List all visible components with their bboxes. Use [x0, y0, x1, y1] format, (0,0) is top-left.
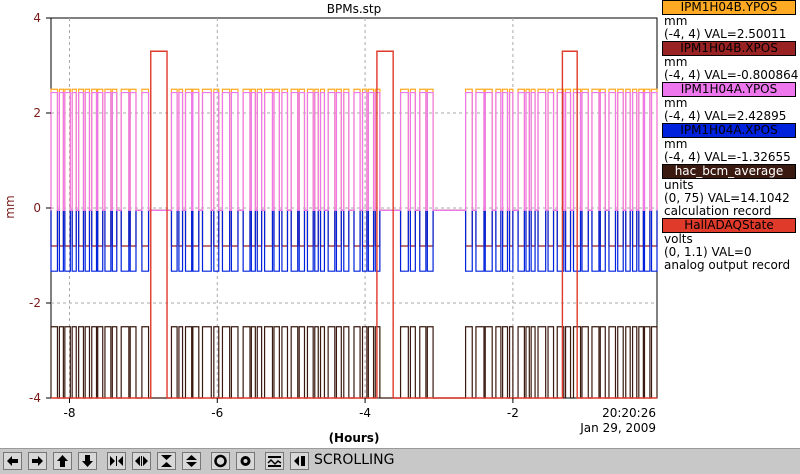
- y-tick-label: 2: [33, 106, 41, 120]
- chart: -8 -6 -4 -2 -4 -2 0 2 4 BPMs.stp mm (Hours) 20:2…: [3, 2, 658, 445]
- config-icon: [240, 456, 251, 466]
- snapshot-button[interactable]: [211, 452, 230, 470]
- legend-record-type: analog output record: [664, 258, 791, 272]
- legend-range: (-4, 4): [664, 68, 701, 82]
- y-axis-label: mm: [3, 195, 17, 218]
- x-tick-label: -4: [359, 406, 371, 420]
- legend-range: (-4, 4): [664, 150, 701, 164]
- legend-series-name[interactable]: HallADAQState: [662, 218, 796, 233]
- legend-val: VAL=2.50011: [704, 27, 787, 41]
- legend-item[interactable]: HallADAQState volts (0, 1.1) VAL=0 analo…: [658, 218, 800, 272]
- legend: IPM1H04B.YPOS mm (-4, 4) VAL=2.50011 IPM…: [658, 0, 800, 272]
- series-line-IPM1H04A.XPOS: [50, 209, 658, 272]
- zoom-in-x-button[interactable]: [107, 452, 126, 470]
- legend-val: VAL=2.42895: [704, 109, 787, 123]
- series-layer: [50, 50, 658, 399]
- x-axis-label: (Hours): [329, 431, 380, 445]
- legend-unit: mm: [664, 14, 688, 28]
- legend-value: (-4, 4) VAL=-0.800864: [664, 69, 800, 82]
- legend-range: (0, 1.1): [664, 245, 708, 259]
- y-tick-label: -2: [29, 296, 41, 310]
- legend-value: (-4, 4) VAL=2.50011: [664, 28, 800, 41]
- legend-range: (-4, 4): [664, 109, 701, 123]
- series-line-IPM1H04A.YPOS: [50, 91, 658, 211]
- legend-series-name[interactable]: hac_bcm_average: [662, 164, 796, 179]
- history-icon: [294, 456, 305, 466]
- legend-value: (0, 1.1) VAL=0: [664, 246, 800, 259]
- arrow-left-icon: [7, 456, 18, 466]
- legend-unit: mm: [664, 137, 688, 151]
- arrow-up-icon: [57, 455, 68, 467]
- scroll-up-button[interactable]: [53, 452, 72, 470]
- autoscale-icon: [267, 456, 282, 467]
- legend-val: VAL=0: [711, 245, 752, 259]
- legend-unit: mm: [664, 55, 688, 69]
- legend-series-name[interactable]: IPM1H04B.XPOS: [662, 41, 796, 56]
- legend-item[interactable]: IPM1H04B.YPOS mm (-4, 4) VAL=2.50011: [658, 0, 800, 41]
- time-label: 20:20:26: [602, 406, 656, 420]
- zoom-out-y-icon: [186, 455, 197, 467]
- x-tick-label: -2: [507, 406, 519, 420]
- legend-series-name[interactable]: IPM1H04B.YPOS: [662, 0, 796, 15]
- x-tick-label: -8: [63, 406, 75, 420]
- zoom-out-y-button[interactable]: [182, 452, 201, 470]
- zoom-in-y-button[interactable]: [157, 452, 176, 470]
- axes: -8 -6 -4 -2 -4 -2 0 2 4: [29, 11, 519, 420]
- history-button[interactable]: [290, 452, 309, 470]
- autoscale-button[interactable]: [265, 452, 284, 470]
- legend-item[interactable]: hac_bcm_average units (0, 75) VAL=14.104…: [658, 164, 800, 218]
- x-tick-label: -6: [211, 406, 223, 420]
- date-label: Jan 29, 2009: [579, 421, 656, 435]
- mode-label: SCROLLING: [314, 452, 395, 468]
- legend-item[interactable]: IPM1H04A.XPOS mm (-4, 4) VAL=-1.32655: [658, 123, 800, 164]
- zoom-in-x-icon: [110, 456, 123, 466]
- chart-title: BPMs.stp: [327, 2, 381, 16]
- zoom-out-x-button[interactable]: [132, 452, 151, 470]
- legend-item[interactable]: IPM1H04B.XPOS mm (-4, 4) VAL=-0.800864: [658, 41, 800, 82]
- legend-val: VAL=-1.32655: [704, 150, 791, 164]
- series-line-hac_bcm_average: [50, 326, 658, 399]
- series-line-HallADAQState: [51, 50, 657, 399]
- legend-range: (0, 75): [664, 191, 704, 205]
- arrow-down-icon: [82, 455, 93, 467]
- arrow-right-icon: [32, 456, 43, 466]
- legend-value: (0, 75) VAL=14.1042: [664, 192, 800, 205]
- legend-value: (-4, 4) VAL=-1.32655: [664, 151, 800, 164]
- zoom-in-y-icon: [161, 455, 172, 467]
- legend-unit: units: [664, 178, 694, 192]
- legend-record-type: calculation record: [664, 204, 772, 218]
- legend-range: (-4, 4): [664, 27, 701, 41]
- scroll-right-button[interactable]: [28, 452, 47, 470]
- scroll-down-button[interactable]: [78, 452, 97, 470]
- config-button[interactable]: [236, 452, 255, 470]
- camera-icon: [214, 454, 227, 468]
- toolbar: SCROLLING: [0, 448, 800, 474]
- legend-series-name[interactable]: IPM1H04A.YPOS: [662, 82, 796, 97]
- y-tick-label: 0: [33, 201, 41, 215]
- scroll-left-button[interactable]: [3, 452, 22, 470]
- legend-unit: volts: [664, 232, 693, 246]
- y-tick-label: -4: [29, 391, 41, 405]
- legend-val: VAL=14.1042: [707, 191, 790, 205]
- y-tick-label: 4: [33, 11, 41, 25]
- legend-item[interactable]: IPM1H04A.YPOS mm (-4, 4) VAL=2.42895: [658, 82, 800, 123]
- legend-unit: mm: [664, 96, 688, 110]
- zoom-out-x-icon: [135, 456, 148, 466]
- legend-val: VAL=-0.800864: [704, 68, 799, 82]
- legend-series-name[interactable]: IPM1H04A.XPOS: [662, 123, 796, 138]
- legend-value: (-4, 4) VAL=2.42895: [664, 110, 800, 123]
